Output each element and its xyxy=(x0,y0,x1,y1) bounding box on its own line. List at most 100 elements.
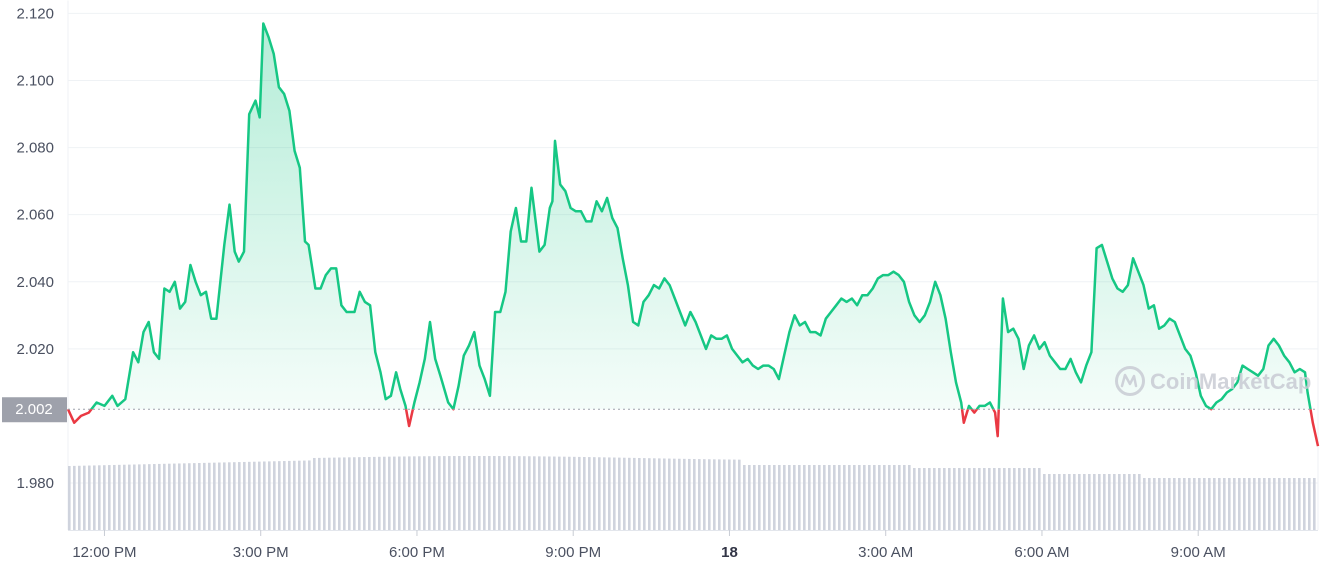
volume-bar xyxy=(253,461,256,530)
volume-bar xyxy=(1163,478,1166,530)
volume-bar xyxy=(643,458,646,530)
volume-bar xyxy=(818,465,821,530)
volume-bar xyxy=(288,460,291,530)
volume-bar xyxy=(193,463,196,530)
volume-bar xyxy=(638,458,641,530)
volume-bar xyxy=(198,462,201,530)
volume-bar xyxy=(1013,468,1016,530)
volume-bar xyxy=(318,457,321,530)
volume-bar xyxy=(178,463,181,530)
y-tick-label: 1.980 xyxy=(16,475,54,492)
volume-bar xyxy=(143,464,146,530)
volume-bar xyxy=(208,462,211,530)
volume-bar xyxy=(268,461,271,530)
volume-bar xyxy=(608,457,611,530)
volume-bar xyxy=(233,462,236,530)
price-line-up xyxy=(67,22,1312,410)
volume-bar xyxy=(278,461,281,530)
volume-bar xyxy=(1273,478,1276,530)
volume-bar xyxy=(763,465,766,530)
volume-bar xyxy=(273,461,276,530)
volume-bar xyxy=(493,456,496,530)
volume-bar xyxy=(88,465,91,530)
volume-bar xyxy=(1018,468,1021,530)
volume-bar xyxy=(118,464,121,530)
volume-bar xyxy=(828,465,831,530)
volume-bar xyxy=(1098,474,1101,530)
volume-bar xyxy=(788,465,791,530)
volume-bar xyxy=(443,456,446,530)
x-tick-label: 12:00 PM xyxy=(72,544,136,561)
volume-bar xyxy=(93,465,96,530)
volume-bar xyxy=(903,465,906,530)
volume-bar xyxy=(593,457,596,530)
volume-bar xyxy=(973,468,976,530)
volume-bar xyxy=(203,462,206,530)
volume-bar xyxy=(1268,478,1271,530)
volume-bar xyxy=(373,456,376,530)
volume-bar xyxy=(858,465,861,530)
volume-bar xyxy=(798,465,801,530)
volume-bar xyxy=(613,457,616,530)
volume-bar xyxy=(1258,478,1261,530)
volume-bar xyxy=(308,460,311,530)
volume-bar xyxy=(1108,474,1111,530)
volume-bar xyxy=(1083,474,1086,530)
volume-bar xyxy=(748,465,751,530)
volume-bar xyxy=(893,465,896,530)
volume-bar xyxy=(1093,474,1096,530)
volume-bar xyxy=(1158,478,1161,530)
volume-bar xyxy=(583,456,586,530)
volume-bar xyxy=(693,459,696,530)
volume-bar xyxy=(413,456,416,530)
volume-bar xyxy=(1048,474,1051,530)
volume-bar xyxy=(778,465,781,530)
x-axis: 12:00 PM 3:00 PM 6:00 PM 9:00 PM 18 3:00 AM 6:… xyxy=(68,530,1318,561)
x-tick-label: 3:00 AM xyxy=(858,544,913,561)
volume-bar xyxy=(433,456,436,530)
volume-bar xyxy=(758,465,761,530)
volume-bar xyxy=(733,459,736,530)
volume-bar xyxy=(313,457,316,530)
volume-bar xyxy=(1023,468,1026,530)
volume-bar xyxy=(843,465,846,530)
volume-bar xyxy=(353,457,356,530)
volume-bar xyxy=(1308,478,1311,530)
volume-bar xyxy=(823,465,826,530)
volume-bar xyxy=(1278,478,1281,530)
volume-bar xyxy=(963,468,966,530)
volume-bar xyxy=(1143,478,1146,530)
volume-bar xyxy=(698,459,701,530)
volume-bar xyxy=(68,466,71,530)
volume-bar xyxy=(1203,478,1206,530)
volume-bar xyxy=(808,465,811,530)
volume-bar xyxy=(863,465,866,530)
volume-bar xyxy=(618,457,621,530)
volume-bar xyxy=(738,459,741,530)
volume-bar xyxy=(463,456,466,530)
volume-bar xyxy=(803,465,806,530)
volume-bar xyxy=(1198,478,1201,530)
volume-bar xyxy=(923,468,926,530)
volume-bar xyxy=(478,456,481,530)
volume-bar xyxy=(228,462,231,530)
volume-bar xyxy=(398,456,401,530)
volume-bar xyxy=(873,465,876,530)
volume-bar xyxy=(348,457,351,530)
volume-bar xyxy=(218,462,221,530)
volume-bar xyxy=(1008,468,1011,530)
volume-bar xyxy=(883,465,886,530)
y-tick-label: 2.060 xyxy=(16,207,54,224)
volume-bar xyxy=(1078,474,1081,530)
volume-bar xyxy=(1058,474,1061,530)
volume-bar xyxy=(73,465,76,530)
volume-bar xyxy=(888,465,891,530)
volume-bar xyxy=(938,468,941,530)
volume-bar xyxy=(1148,478,1151,530)
volume-bar xyxy=(213,462,216,530)
volume-bar xyxy=(188,463,191,530)
volume-bar xyxy=(958,468,961,530)
volume-bar xyxy=(428,456,431,530)
volume-bar xyxy=(1283,478,1286,530)
